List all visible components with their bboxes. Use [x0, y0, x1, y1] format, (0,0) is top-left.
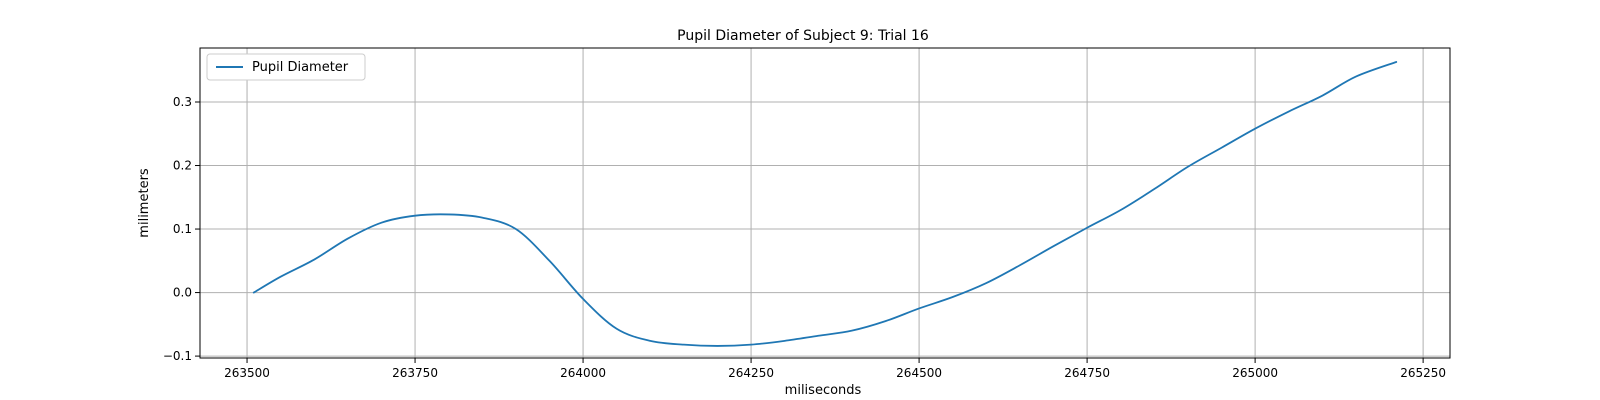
x-tick-label-3: 264250 — [728, 366, 774, 380]
y-tick-label-4: 0.3 — [173, 95, 192, 109]
y-tick-label-2: 0.1 — [173, 222, 192, 236]
grid-lines — [200, 48, 1450, 358]
legend-label-pupil-diameter: Pupil Diameter — [252, 60, 349, 75]
series-line-pupil-diameter — [252, 61, 1398, 347]
x-axis-label: miliseconds — [785, 383, 862, 398]
x-axis-ticks: 263500 263750 264000 264250 264500 264750 2650… — [224, 358, 1446, 380]
x-tick-label-7: 265250 — [1400, 366, 1446, 380]
chart-title: Pupil Diameter of Subject 9: Trial 16 — [677, 28, 929, 44]
y-tick-label-1: 0.0 — [173, 286, 192, 300]
y-tick-label-3: 0.2 — [173, 159, 192, 173]
y-axis-label: milimeters — [137, 168, 152, 238]
x-tick-label-2: 264000 — [560, 366, 606, 380]
y-tick-label-0: −0.1 — [163, 349, 192, 363]
x-tick-label-1: 263750 — [392, 366, 438, 380]
legend: Pupil Diameter — [206, 53, 366, 81]
plot-area — [199, 47, 1451, 359]
x-tick-label-5: 264750 — [1064, 366, 1110, 380]
x-tick-label-0: 263500 — [224, 366, 270, 380]
x-tick-label-6: 265000 — [1232, 366, 1278, 380]
line-series-layer — [252, 61, 1398, 347]
y-axis-ticks: −0.1 0.0 0.1 0.2 0.3 — [163, 95, 200, 363]
x-tick-label-4: 264500 — [896, 366, 942, 380]
legend-box — [206, 53, 366, 81]
